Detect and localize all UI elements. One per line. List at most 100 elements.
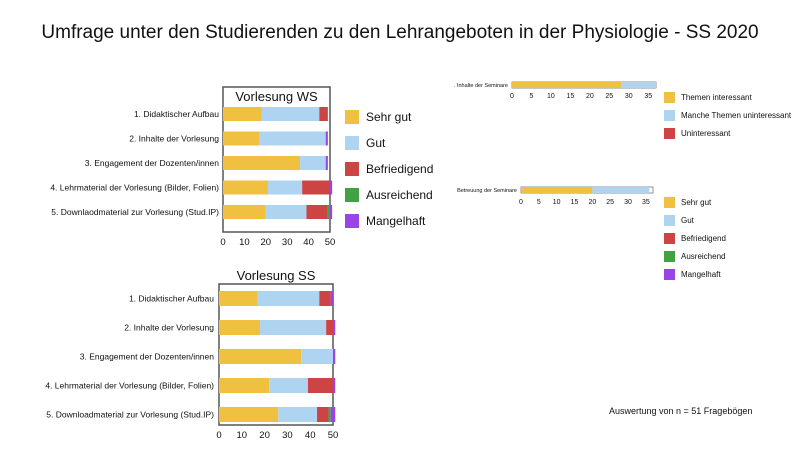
x-tick-label: 20 [261, 237, 272, 248]
bar-mangelhaft [325, 156, 328, 170]
bar-befriedigend [319, 107, 328, 121]
x-tick-label: 25 [605, 93, 613, 100]
bar-sehr-gut [223, 205, 266, 219]
bar-befriedigend [302, 180, 330, 195]
category-label: 1. Didaktischer Aufbau [129, 293, 214, 303]
x-tick-label: 35 [642, 199, 650, 206]
x-tick-label: 20 [259, 430, 270, 441]
legend-swatch [345, 188, 359, 202]
category-label: 3. Engagement der Dozenten/innen [80, 351, 214, 361]
legend-swatch [664, 251, 675, 262]
legend-label: Sehr gut [681, 198, 712, 207]
legend-swatch [345, 136, 359, 150]
bar-mangelhaft [330, 205, 333, 219]
x-tick-label: 20 [586, 93, 594, 100]
legend-swatch [664, 110, 675, 121]
x-tick-label: 5 [537, 199, 541, 206]
category-label: 4. Lehrmaterial der Vorlesung (Bilder, F… [50, 182, 219, 192]
bar-gut [259, 131, 326, 146]
bar-mangelhaft [333, 378, 336, 393]
page-title: Umfrage unter den Studierenden zu den Le… [41, 22, 759, 43]
bar-ausreichend [328, 407, 331, 422]
bar-mangelhaft [333, 349, 336, 364]
bar-mangelhaft [330, 407, 336, 422]
bar-sehr-gut [219, 291, 258, 306]
bar-gut [300, 156, 326, 170]
legend-swatch [345, 162, 359, 176]
chart-1: Vorlesung WS 1. Didaktischer Aufbau 2. Inh… [50, 86, 336, 248]
category-label: 2. Inhalte der Vorlesung [129, 133, 219, 143]
bar-gut [592, 187, 650, 193]
bar-mangelhaft [330, 291, 333, 306]
legend-item: Mangelhaft [664, 269, 721, 280]
x-tick-label: 50 [325, 237, 336, 248]
legend-label: Manche Themen uninteressant [681, 111, 792, 120]
category-label: 5. Downlaodmaterial zur Vorlesung (Stud.… [51, 207, 219, 217]
bar-gut [278, 407, 318, 422]
x-tick-label: 15 [571, 199, 579, 206]
legend-item: Ausreichend [345, 188, 433, 202]
legend-item: Themen interessant [664, 92, 752, 103]
legend-swatch [664, 233, 675, 244]
legend-swatch [345, 214, 359, 228]
legend-label: Uninteressant [681, 129, 731, 138]
legend-swatch [664, 215, 675, 226]
legend-item: Sehr gut [345, 110, 411, 124]
x-tick-label: 0 [216, 430, 221, 441]
x-tick-label: 5 [530, 93, 534, 100]
bar-befriedigend [326, 320, 333, 335]
bar-gut [260, 320, 327, 335]
bar-themen-interessant [512, 82, 621, 88]
legend-label: Sehr gut [366, 110, 412, 124]
category-label: Betreuung der Seminare [457, 188, 517, 194]
x-tick-label: 25 [606, 199, 614, 206]
seminar-content-legend: Themen interessant Manche Themen unintere… [664, 92, 800, 142]
bar-befriedigend [319, 291, 331, 306]
x-tick-label: 0 [519, 199, 523, 206]
x-tick-label: 40 [303, 237, 314, 248]
legend-label: Mangelhaft [366, 214, 426, 228]
legend-item: Gut [664, 215, 694, 226]
legend-item: Mangelhaft [345, 214, 425, 228]
bar-befriedigend [317, 407, 329, 422]
x-tick-label: 40 [305, 430, 316, 441]
category-label: . Inhalte der Seminare [454, 83, 508, 89]
x-tick-label: 10 [547, 93, 555, 100]
bar-gut [261, 107, 320, 121]
category-label: 4. Lehrmaterial der Vorlesung (Bilder, F… [45, 380, 214, 390]
bar-sehr-gut [219, 349, 302, 364]
legend-label: Befriedigend [366, 162, 434, 176]
x-tick-label: 35 [644, 93, 652, 100]
bar-gut [267, 180, 303, 195]
sample-size-footnote: Auswertung von n = 51 Fragebögen [609, 406, 753, 416]
x-tick-label: 10 [553, 199, 561, 206]
bar-befriedigend [306, 205, 328, 219]
legend-label: Gut [681, 216, 694, 225]
legend-label: Befriedigend [681, 234, 726, 243]
x-tick-label: 15 [566, 93, 574, 100]
bar-ausreichend [327, 205, 330, 219]
legend-item: Manche Themen uninteressant [664, 110, 791, 121]
bar-sehr-gut [219, 320, 261, 335]
x-tick-label: 30 [624, 199, 632, 206]
legend-label: Mangelhaft [681, 270, 721, 279]
legend-item: Befriedigend [664, 233, 726, 244]
bar-sehr-gut [223, 107, 262, 121]
x-tick-label: 30 [282, 430, 293, 441]
x-tick-label: 50 [328, 430, 339, 441]
legend-swatch [664, 269, 675, 280]
legend-item: Uninteressant [664, 128, 730, 139]
bar-gut [301, 349, 333, 364]
bar-mangelhaft [325, 131, 328, 146]
category-label: 5. Downloadmaterial zur Vorlesung (Stud.… [46, 409, 214, 419]
bar-gut [269, 378, 308, 393]
bar-sehr-gut [223, 131, 260, 146]
legend-swatch [345, 110, 359, 124]
bar-sehr-gut [223, 156, 301, 170]
legend-label: Ausreichend [366, 188, 433, 202]
seminar-support-legend: Sehr gut Gut Befriedigend Ausreichend Mangel… [664, 197, 764, 287]
x-tick-label: 10 [237, 430, 248, 441]
legend-swatch [664, 92, 675, 103]
bar-befriedigend [307, 378, 333, 393]
